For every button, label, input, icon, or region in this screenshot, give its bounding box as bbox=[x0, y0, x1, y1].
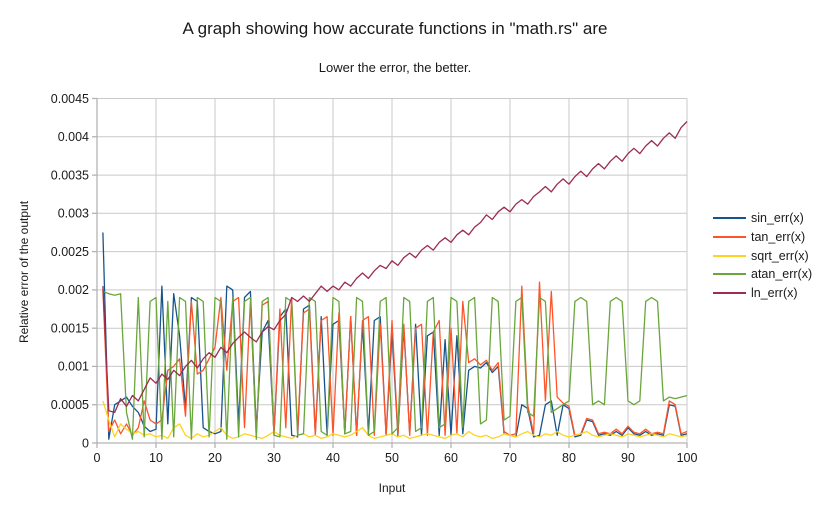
legend: sin_err(x) tan_err(x) sqrt_err(x) atan_err(… bbox=[713, 209, 812, 302]
series-line-atan-err-x bbox=[102, 290, 688, 440]
x-tick-label: 80 bbox=[562, 451, 576, 465]
y-tick-label: 0.001 bbox=[58, 360, 89, 374]
series-line-tan-err-x bbox=[102, 281, 688, 436]
y-tick-label: 0.004 bbox=[58, 130, 89, 144]
legend-label: ln_err(x) bbox=[751, 286, 798, 301]
legend-item-sin-err-x: sin_err(x) bbox=[713, 209, 812, 228]
x-tick-label: 30 bbox=[267, 451, 281, 465]
y-tick-label: 0.002 bbox=[58, 283, 89, 297]
legend-line-swatch bbox=[713, 254, 746, 257]
legend-line-swatch bbox=[713, 236, 746, 239]
legend-label: sqrt_err(x) bbox=[751, 248, 809, 263]
x-tick-label: 90 bbox=[621, 451, 635, 465]
y-tick-label: 0.0005 bbox=[51, 398, 89, 412]
series-line-ln-err-x bbox=[102, 121, 688, 414]
x-tick-label: 50 bbox=[385, 451, 399, 465]
x-axis-title: Input bbox=[378, 481, 406, 495]
legend-label: tan_err(x) bbox=[751, 230, 806, 245]
x-tick-label: 100 bbox=[677, 451, 698, 465]
legend-item-atan-err-x: atan_err(x) bbox=[713, 265, 812, 284]
x-tick-label: 40 bbox=[326, 451, 340, 465]
x-tick-label: 10 bbox=[149, 451, 163, 465]
y-tick-label: 0.0025 bbox=[51, 245, 89, 259]
legend-line-swatch bbox=[713, 273, 746, 276]
y-tick-label: 0.0035 bbox=[51, 168, 89, 182]
chart-title: A graph showing how accurate functions i… bbox=[182, 19, 608, 38]
chart-subtitle: Lower the error, the better. bbox=[318, 60, 472, 75]
x-tick-label: 0 bbox=[94, 451, 101, 465]
legend-line-swatch bbox=[713, 217, 746, 220]
x-tick-label: 60 bbox=[444, 451, 458, 465]
x-tick-label: 20 bbox=[208, 451, 222, 465]
legend-line-swatch bbox=[713, 292, 746, 295]
y-tick-label: 0.0045 bbox=[51, 92, 89, 106]
legend-label: atan_err(x) bbox=[751, 267, 813, 282]
legend-item-tan-err-x: tan_err(x) bbox=[713, 228, 812, 247]
x-tick-label: 70 bbox=[503, 451, 517, 465]
y-tick-label: 0.003 bbox=[58, 207, 89, 221]
y-tick-label: 0.0015 bbox=[51, 322, 89, 336]
y-tick-label: 0 bbox=[82, 436, 89, 450]
series-line-sqrt-err-x bbox=[102, 400, 688, 440]
legend-item-sqrt-err-x: sqrt_err(x) bbox=[713, 246, 812, 265]
legend-label: sin_err(x) bbox=[751, 211, 804, 226]
legend-item-ln-err-x: ln_err(x) bbox=[713, 284, 812, 303]
